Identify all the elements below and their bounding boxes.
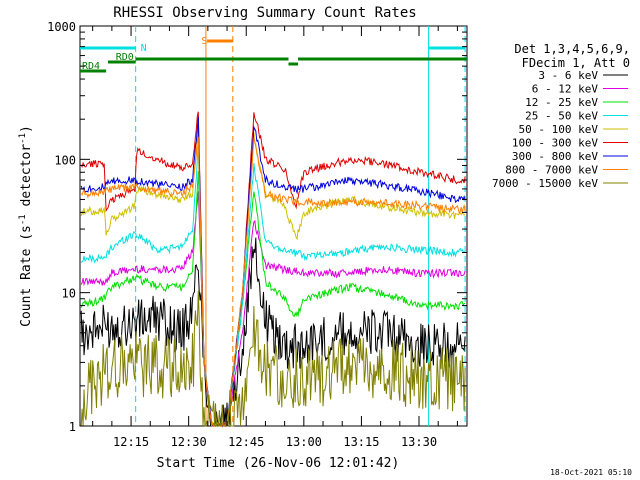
series-layer — [80, 111, 466, 428]
series-line-8 — [80, 290, 466, 427]
y-axis-label-mid: detector — [19, 144, 34, 215]
series-line-7 — [80, 136, 466, 427]
legend-entry-label: 3 - 6 keV — [538, 69, 598, 82]
legend-entry-label: 50 - 100 keV — [519, 123, 599, 136]
series-line-1 — [80, 191, 466, 428]
y-axis-label-end: ) — [19, 125, 34, 133]
series-line-5 — [80, 111, 466, 428]
legend-header-line1: Det 1,3,4,5,6,9, — [514, 42, 630, 56]
y-axis-label: Count Rate (s-1 detector-1) — [18, 125, 34, 327]
flag-n-label: N — [141, 43, 147, 54]
flag-rd0-label: RD0 — [116, 52, 134, 63]
legend-entry-label: 25 - 50 keV — [525, 110, 598, 123]
plot-frame — [79, 25, 468, 427]
y-axis-label-sup2: -1 — [18, 133, 28, 144]
legend-entry-label: 12 - 25 keV — [525, 96, 598, 109]
flag-s-label: S — [201, 36, 207, 47]
legend-entry-label: 6 - 12 keV — [532, 83, 599, 96]
series-line-0 — [80, 237, 466, 427]
flag-layer: N S RD0 RD4 — [80, 26, 467, 426]
series-line-3 — [80, 144, 466, 427]
axis-layer: 1 10 100 1000 12:15 12:30 12:45 13:00 13:15 13:30 — [47, 20, 467, 449]
footer-date: 18-Oct-2021 05:10 — [550, 468, 632, 477]
x-tick-label: 12:30 — [171, 435, 207, 449]
chart-title: RHESSI Observing Summary Count Rates — [113, 5, 416, 21]
y-tick-label: 10 — [62, 287, 76, 301]
y-axis-label-sup1: -1 — [18, 214, 28, 225]
x-tick-label: 12:15 — [113, 435, 149, 449]
legend-header-line2: FDecim 1, Att 0 — [522, 56, 630, 70]
x-tick-label: 13:30 — [401, 435, 437, 449]
x-tick-label: 13:15 — [343, 435, 379, 449]
x-axis-label: Start Time (26-Nov-06 12:01:42) — [157, 456, 400, 471]
y-tick-label: 1000 — [47, 20, 76, 34]
y-axis-label-main: Count Rate (s — [19, 225, 34, 327]
legend-entry-label: 100 - 300 keV — [512, 137, 598, 150]
legend-entry-label: 300 - 800 keV — [512, 150, 598, 163]
y-tick-label: 1 — [69, 420, 76, 434]
x-tick-label: 13:00 — [286, 435, 322, 449]
x-tick-label: 12:45 — [228, 435, 264, 449]
y-tick-label: 100 — [54, 153, 76, 167]
series-line-2 — [80, 170, 466, 428]
legend-entry-label: 7000 - 15000 keV — [492, 177, 598, 190]
legend-entry-label: 800 - 7000 keV — [505, 164, 598, 177]
series-line-6 — [80, 116, 466, 427]
legend: Det 1,3,4,5,6,9, FDecim 1, Att 0 3 - 6 k… — [492, 42, 630, 190]
flag-rd4-label: RD4 — [82, 61, 100, 72]
